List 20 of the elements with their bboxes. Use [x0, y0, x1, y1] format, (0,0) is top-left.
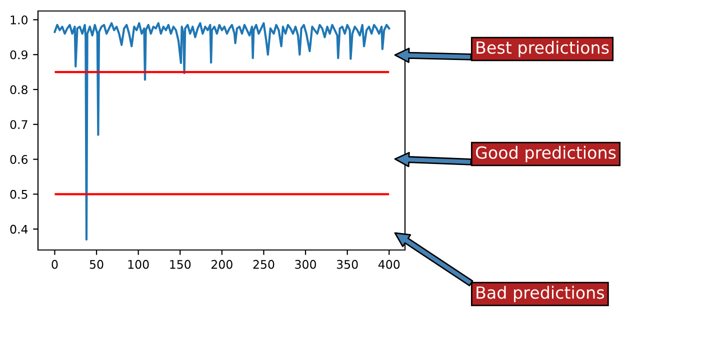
- y-tick-label: 0.9: [10, 50, 28, 60]
- y-tick-label: 0.8: [10, 85, 28, 94]
- y-tick-label: 1.0: [10, 15, 28, 24]
- text: Bad predictions: [476, 286, 604, 302]
- text: Best predictions: [476, 40, 609, 58]
- y-tick-label: 0.4: [10, 224, 28, 234]
- y-tick-label: 0.6: [10, 155, 28, 164]
- x-tick-label: 250: [253, 260, 274, 269]
- x-tick-label: 50: [90, 260, 104, 269]
- x-tick-label: 300: [295, 260, 316, 269]
- y-tick-label: 0.5: [10, 190, 28, 199]
- x-tick-label: 150: [170, 260, 191, 269]
- x-tick-label: 400: [378, 260, 400, 269]
- x-tick-label: 350: [336, 260, 358, 269]
- text: Good predictions: [476, 146, 616, 162]
- x-tick-label: 100: [128, 260, 149, 269]
- x-tick-label: 0: [52, 260, 58, 269]
- y-tick-label: 0.7: [10, 120, 28, 130]
- x-tick-label: 200: [212, 260, 232, 269]
- line-series: [54, 22, 390, 241]
